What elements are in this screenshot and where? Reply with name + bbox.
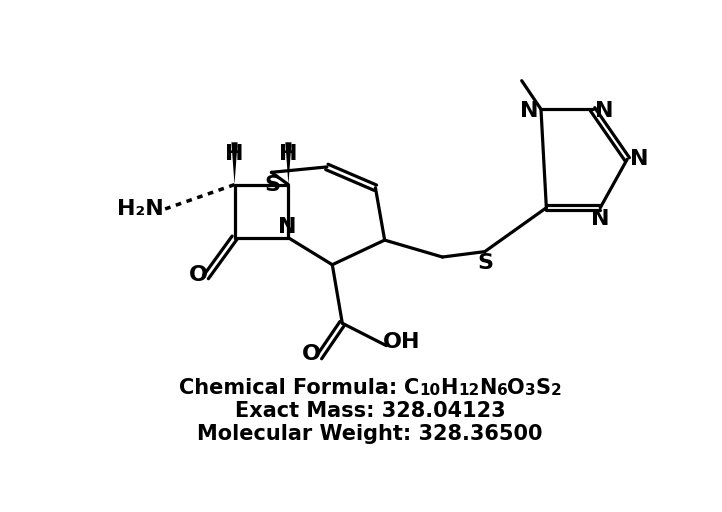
Text: N: N <box>591 209 609 229</box>
Text: Exact Mass: 328.04123: Exact Mass: 328.04123 <box>235 401 505 421</box>
Text: Chemical Formula:: Chemical Formula: <box>179 378 404 398</box>
Text: H: H <box>225 144 244 164</box>
Text: 2: 2 <box>551 383 561 398</box>
Text: 6: 6 <box>497 383 508 398</box>
Text: H₂N: H₂N <box>117 199 164 219</box>
Text: S: S <box>536 378 551 398</box>
Text: O: O <box>189 265 208 285</box>
Text: S: S <box>477 253 494 273</box>
Text: N: N <box>630 149 649 169</box>
Text: N: N <box>520 101 539 121</box>
Text: 10: 10 <box>419 383 440 398</box>
Text: O: O <box>508 378 525 398</box>
Polygon shape <box>232 142 238 185</box>
Text: H: H <box>440 378 458 398</box>
Text: N: N <box>595 101 614 121</box>
Polygon shape <box>285 142 292 185</box>
Text: 12: 12 <box>458 383 479 398</box>
Text: OH: OH <box>383 332 420 352</box>
Text: Molecular Weight: 328.36500: Molecular Weight: 328.36500 <box>197 424 543 444</box>
Text: N: N <box>479 378 497 398</box>
Text: C: C <box>404 378 419 398</box>
Text: H: H <box>279 144 297 164</box>
Text: 3: 3 <box>525 383 536 398</box>
Text: O: O <box>302 344 321 364</box>
Text: S: S <box>264 175 280 195</box>
Text: N: N <box>279 217 297 237</box>
